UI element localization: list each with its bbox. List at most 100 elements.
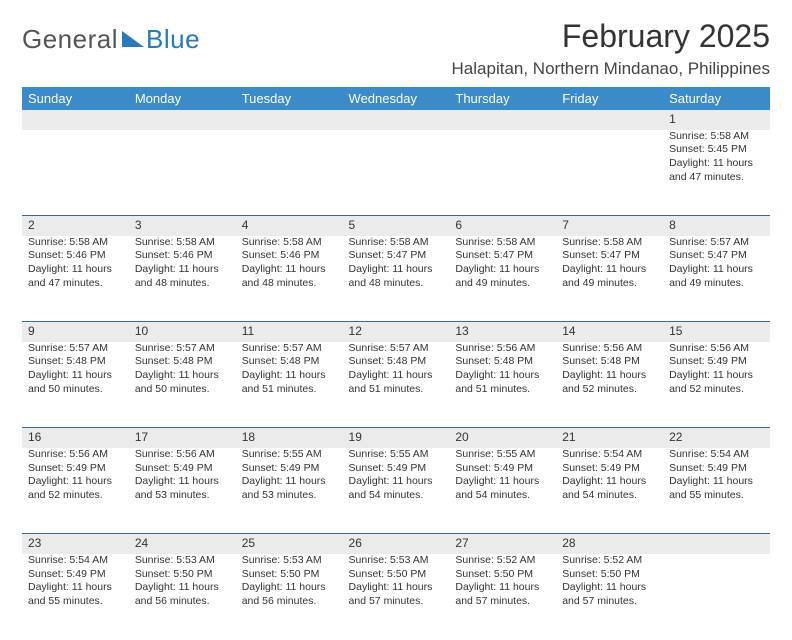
- day-d2-text: and 54 minutes.: [455, 489, 550, 503]
- day-detail-cell: Sunrise: 5:56 AMSunset: 5:48 PMDaylight:…: [556, 342, 663, 428]
- day-detail-cell: Sunrise: 5:56 AMSunset: 5:49 PMDaylight:…: [22, 448, 129, 534]
- day-d1-text: Daylight: 11 hours: [349, 369, 444, 383]
- day-sr-text: Sunrise: 5:53 AM: [242, 554, 337, 568]
- day-sr-text: Sunrise: 5:56 AM: [28, 448, 123, 462]
- day-d2-text: and 57 minutes.: [562, 595, 657, 609]
- day-sr-text: Sunrise: 5:56 AM: [562, 342, 657, 356]
- day-detail-row: Sunrise: 5:56 AMSunset: 5:49 PMDaylight:…: [22, 448, 770, 534]
- day-sr-text: Sunrise: 5:58 AM: [669, 130, 764, 144]
- day-ss-text: Sunset: 5:49 PM: [669, 355, 764, 369]
- day-detail-cell: Sunrise: 5:56 AMSunset: 5:49 PMDaylight:…: [663, 342, 770, 428]
- calendar-table: SundayMondayTuesdayWednesdayThursdayFrid…: [22, 87, 770, 640]
- day-sr-text: Sunrise: 5:58 AM: [28, 236, 123, 250]
- day-sr-text: Sunrise: 5:56 AM: [135, 448, 230, 462]
- day-sr-text: Sunrise: 5:55 AM: [455, 448, 550, 462]
- day-number-cell: 7: [556, 216, 663, 236]
- calendar-header-row: SundayMondayTuesdayWednesdayThursdayFrid…: [22, 87, 770, 110]
- day-detail-cell: Sunrise: 5:54 AMSunset: 5:49 PMDaylight:…: [663, 448, 770, 534]
- day-ss-text: Sunset: 5:50 PM: [455, 568, 550, 582]
- day-number-cell: 14: [556, 322, 663, 342]
- day-detail-cell: Sunrise: 5:57 AMSunset: 5:47 PMDaylight:…: [663, 236, 770, 322]
- day-ss-text: Sunset: 5:50 PM: [562, 568, 657, 582]
- day-d2-text: and 54 minutes.: [349, 489, 444, 503]
- day-detail-cell: Sunrise: 5:52 AMSunset: 5:50 PMDaylight:…: [449, 554, 556, 640]
- day-number-cell: 17: [129, 428, 236, 448]
- day-d1-text: Daylight: 11 hours: [135, 581, 230, 595]
- day-detail-cell: Sunrise: 5:53 AMSunset: 5:50 PMDaylight:…: [236, 554, 343, 640]
- day-detail-cell: Sunrise: 5:54 AMSunset: 5:49 PMDaylight:…: [22, 554, 129, 640]
- day-d1-text: Daylight: 11 hours: [455, 475, 550, 489]
- day-d2-text: and 48 minutes.: [242, 277, 337, 291]
- day-ss-text: Sunset: 5:49 PM: [28, 568, 123, 582]
- day-number-cell: 19: [343, 428, 450, 448]
- day-d1-text: Daylight: 11 hours: [669, 157, 764, 171]
- day-detail-cell: Sunrise: 5:58 AMSunset: 5:46 PMDaylight:…: [22, 236, 129, 322]
- day-ss-text: Sunset: 5:49 PM: [349, 462, 444, 476]
- day-d2-text: and 47 minutes.: [28, 277, 123, 291]
- day-d2-text: and 55 minutes.: [28, 595, 123, 609]
- day-d1-text: Daylight: 11 hours: [455, 369, 550, 383]
- day-detail-cell: Sunrise: 5:54 AMSunset: 5:49 PMDaylight:…: [556, 448, 663, 534]
- day-number-cell: 3: [129, 216, 236, 236]
- location-subtitle: Halapitan, Northern Mindanao, Philippine…: [452, 59, 770, 79]
- day-detail-cell: Sunrise: 5:58 AMSunset: 5:46 PMDaylight:…: [129, 236, 236, 322]
- day-detail-row: Sunrise: 5:58 AMSunset: 5:45 PMDaylight:…: [22, 130, 770, 216]
- day-d1-text: Daylight: 11 hours: [562, 263, 657, 277]
- day-number-cell: 22: [663, 428, 770, 448]
- day-detail-row: Sunrise: 5:57 AMSunset: 5:48 PMDaylight:…: [22, 342, 770, 428]
- day-number-cell: 8: [663, 216, 770, 236]
- day-d1-text: Daylight: 11 hours: [28, 263, 123, 277]
- day-detail-cell: Sunrise: 5:57 AMSunset: 5:48 PMDaylight:…: [236, 342, 343, 428]
- day-ss-text: Sunset: 5:50 PM: [242, 568, 337, 582]
- day-number-row: 232425262728: [22, 534, 770, 554]
- day-number-cell: 4: [236, 216, 343, 236]
- day-sr-text: Sunrise: 5:52 AM: [562, 554, 657, 568]
- day-detail-cell: [663, 554, 770, 640]
- day-number-cell: 24: [129, 534, 236, 554]
- day-ss-text: Sunset: 5:48 PM: [242, 355, 337, 369]
- brand-logo: General Blue: [22, 18, 200, 55]
- day-ss-text: Sunset: 5:49 PM: [135, 462, 230, 476]
- day-number-cell: 16: [22, 428, 129, 448]
- day-sr-text: Sunrise: 5:58 AM: [349, 236, 444, 250]
- weekday-header: Tuesday: [236, 87, 343, 110]
- day-ss-text: Sunset: 5:48 PM: [135, 355, 230, 369]
- day-number-row: 16171819202122: [22, 428, 770, 448]
- day-sr-text: Sunrise: 5:56 AM: [669, 342, 764, 356]
- day-detail-cell: Sunrise: 5:58 AMSunset: 5:47 PMDaylight:…: [449, 236, 556, 322]
- day-d1-text: Daylight: 11 hours: [669, 369, 764, 383]
- day-number-cell: 25: [236, 534, 343, 554]
- day-sr-text: Sunrise: 5:54 AM: [669, 448, 764, 462]
- day-d2-text: and 53 minutes.: [135, 489, 230, 503]
- day-sr-text: Sunrise: 5:57 AM: [349, 342, 444, 356]
- day-detail-cell: Sunrise: 5:53 AMSunset: 5:50 PMDaylight:…: [343, 554, 450, 640]
- day-ss-text: Sunset: 5:49 PM: [562, 462, 657, 476]
- day-d2-text: and 57 minutes.: [455, 595, 550, 609]
- day-ss-text: Sunset: 5:48 PM: [349, 355, 444, 369]
- day-d2-text: and 55 minutes.: [669, 489, 764, 503]
- day-number-cell: 15: [663, 322, 770, 342]
- day-d1-text: Daylight: 11 hours: [669, 263, 764, 277]
- brand-text-blue: Blue: [146, 24, 200, 55]
- day-detail-cell: Sunrise: 5:57 AMSunset: 5:48 PMDaylight:…: [22, 342, 129, 428]
- day-number-row: 1: [22, 110, 770, 130]
- day-detail-cell: Sunrise: 5:58 AMSunset: 5:47 PMDaylight:…: [343, 236, 450, 322]
- day-number-cell: [556, 110, 663, 130]
- day-ss-text: Sunset: 5:46 PM: [135, 249, 230, 263]
- day-number-cell: [236, 110, 343, 130]
- day-detail-cell: Sunrise: 5:55 AMSunset: 5:49 PMDaylight:…: [236, 448, 343, 534]
- day-detail-row: Sunrise: 5:54 AMSunset: 5:49 PMDaylight:…: [22, 554, 770, 640]
- day-ss-text: Sunset: 5:47 PM: [349, 249, 444, 263]
- day-d2-text: and 49 minutes.: [669, 277, 764, 291]
- day-number-cell: [22, 110, 129, 130]
- day-d2-text: and 52 minutes.: [669, 383, 764, 397]
- day-d1-text: Daylight: 11 hours: [242, 475, 337, 489]
- day-sr-text: Sunrise: 5:54 AM: [562, 448, 657, 462]
- day-ss-text: Sunset: 5:46 PM: [28, 249, 123, 263]
- day-number-cell: 26: [343, 534, 450, 554]
- day-d1-text: Daylight: 11 hours: [135, 263, 230, 277]
- day-d1-text: Daylight: 11 hours: [669, 475, 764, 489]
- day-sr-text: Sunrise: 5:56 AM: [455, 342, 550, 356]
- day-sr-text: Sunrise: 5:53 AM: [349, 554, 444, 568]
- day-detail-cell: Sunrise: 5:55 AMSunset: 5:49 PMDaylight:…: [449, 448, 556, 534]
